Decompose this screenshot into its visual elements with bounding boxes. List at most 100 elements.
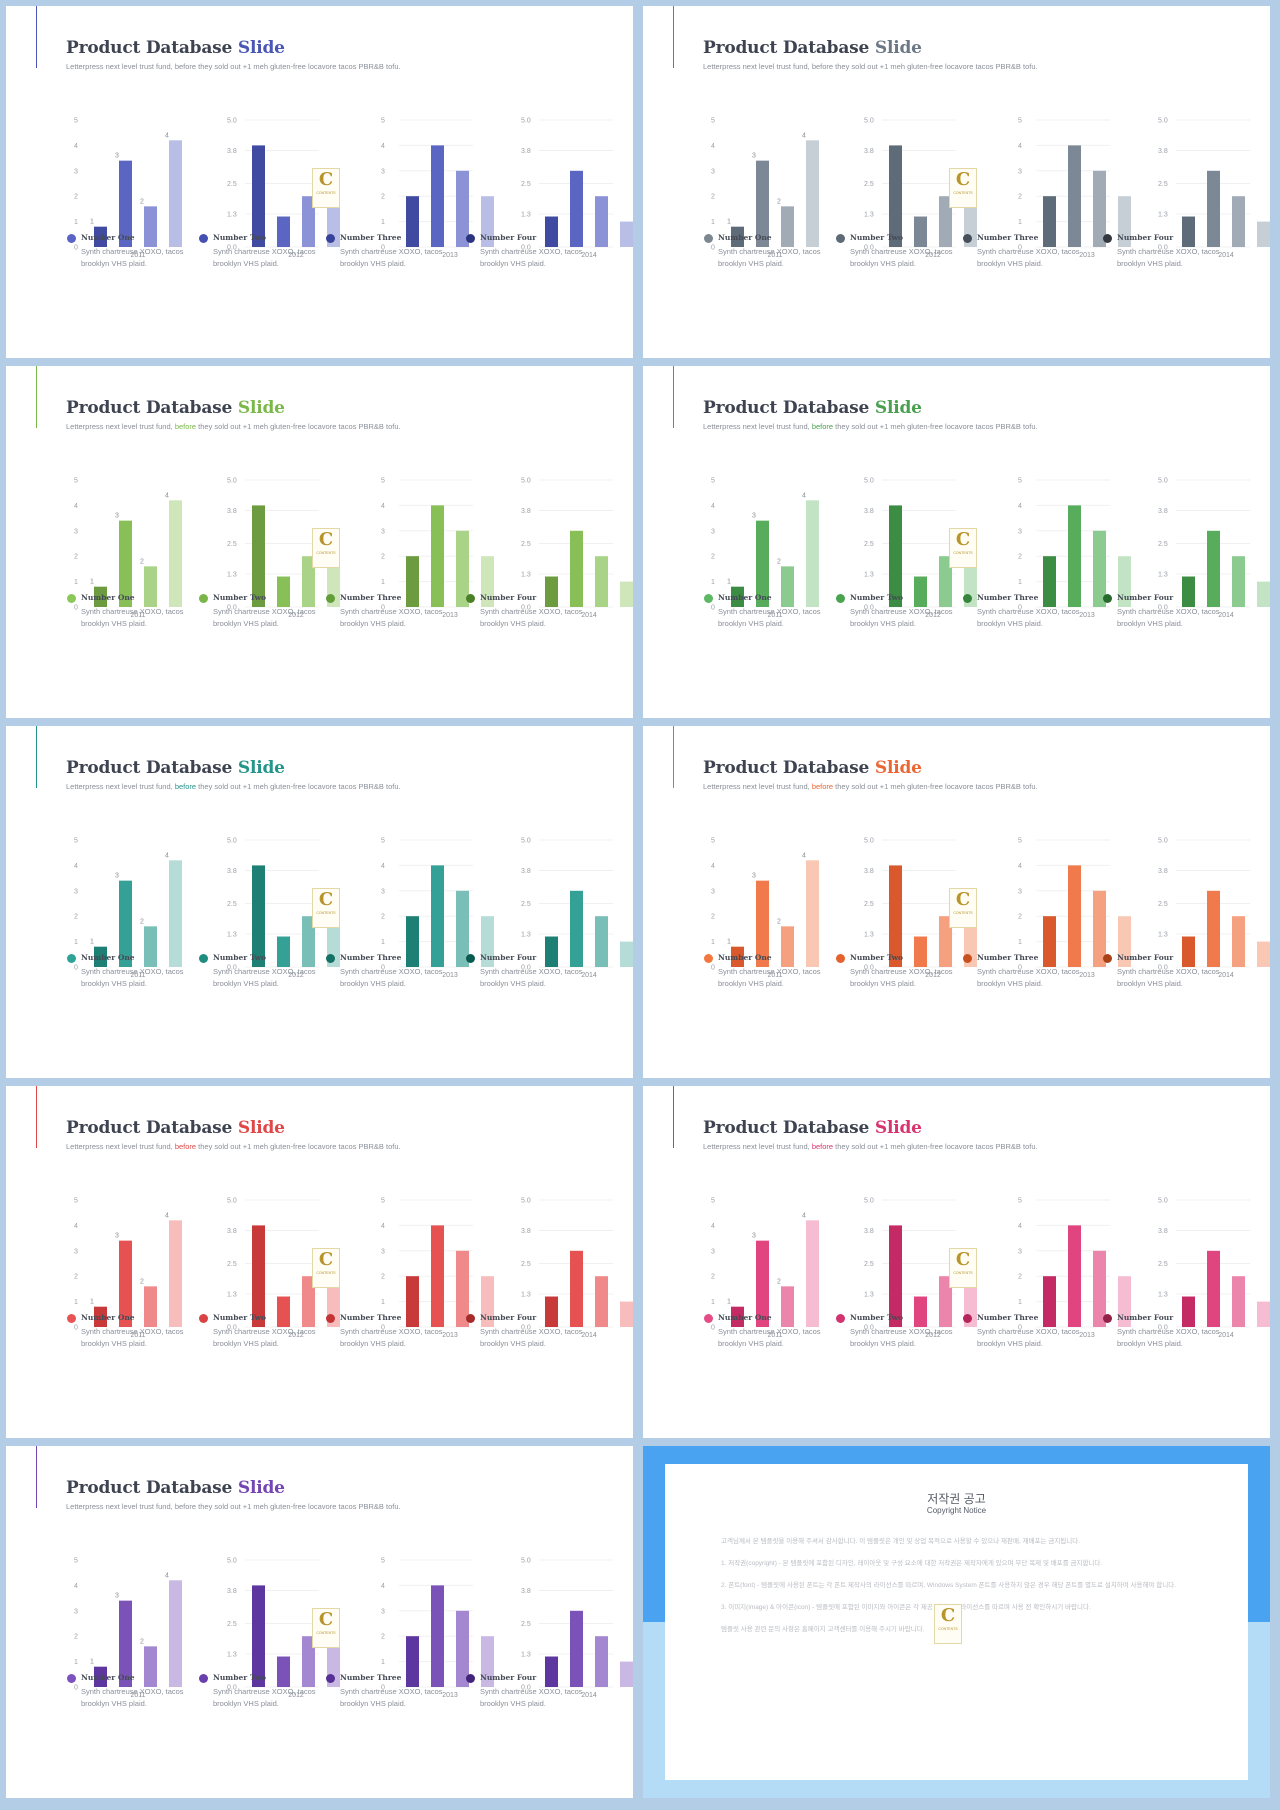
x-category-label: 2013 xyxy=(1079,972,1095,979)
y-tick-label: 0.0 xyxy=(1158,245,1168,252)
slide-thumbnail[interactable]: Product Database Slide Letterpress next l… xyxy=(6,726,633,1078)
bar xyxy=(1093,530,1106,607)
y-tick-label: 3 xyxy=(1018,1248,1022,1255)
legend-desc: Synth chartreuse XOXO, tacos brooklyn VH… xyxy=(977,967,1080,988)
bar xyxy=(481,196,494,247)
y-tick-label: 2.5 xyxy=(864,541,874,548)
slide-thumbnail[interactable]: Product Database Slide Letterpress next l… xyxy=(6,1086,633,1438)
legend-title: Number One xyxy=(81,1313,135,1322)
chart-2014: 0.0 1.3 2.5 3.8 5.0 2014 xyxy=(1158,118,1270,259)
chart-2014: 0.0 1.3 2.5 3.8 5.0 2014 xyxy=(1158,838,1270,979)
legend-desc: Synth chartreuse XOXO, tacos brooklyn VH… xyxy=(850,607,953,628)
accent-line xyxy=(36,726,37,788)
bar xyxy=(1043,916,1056,967)
y-tick-label: 0 xyxy=(711,1325,715,1332)
bar xyxy=(545,936,558,967)
x-category-label: 2011 xyxy=(767,1332,782,1339)
y-tick-label: 4 xyxy=(381,143,385,150)
bar xyxy=(252,505,265,607)
legend-title: Number One xyxy=(81,1673,135,1682)
slide-title: Product Database Slide xyxy=(66,1118,285,1138)
data-label: 2 xyxy=(140,1638,144,1645)
slide-thumbnail[interactable]: Product Database Slide Letterpress next l… xyxy=(6,1446,633,1798)
chart-2014: 0.0 1.3 2.5 3.8 5.0 2014 xyxy=(1158,1198,1270,1339)
y-tick-label: 3 xyxy=(711,528,715,535)
slide-thumbnail[interactable]: 저작권 공고 Copyright Notice 고객님께서 본 템플릿을 이용해 주… xyxy=(643,1446,1270,1798)
legend-desc: Synth chartreuse XOXO, tacos brooklyn VH… xyxy=(480,967,583,988)
chart-2014: 0.0 1.3 2.5 3.8 5.0 2014 xyxy=(521,1558,633,1699)
y-tick-label: 3 xyxy=(381,168,385,175)
bar xyxy=(1182,936,1195,967)
slide-subtitle: Letterpress next level trust fund, befor… xyxy=(66,422,401,431)
y-tick-label: 0.0 xyxy=(864,245,874,252)
slide-thumbnail[interactable]: Product Database Slide Letterpress next l… xyxy=(643,6,1270,358)
slide-subtitle: Letterpress next level trust fund, befor… xyxy=(66,62,401,71)
chart-2011: 0 1 2 3 4 5 1 3 2 4 2011 xyxy=(711,1198,819,1339)
legend-title: Number Four xyxy=(480,593,537,602)
accent-line xyxy=(36,366,37,428)
bar xyxy=(889,145,902,247)
chart-2013: 0 1 2 3 4 5 2013 xyxy=(381,1558,494,1699)
copyright-paragraph: 1. 저작권(copyright) - 본 템플릿에 포함된 디자인, 레이아웃… xyxy=(721,1560,1103,1567)
y-tick-label: 0 xyxy=(1018,965,1022,972)
subtitle-part: Letterpress next level trust fund, xyxy=(703,782,812,791)
x-category-label: 2011 xyxy=(767,972,782,979)
slide-thumbnail[interactable]: Product Database Slide Letterpress next l… xyxy=(6,366,633,718)
bar xyxy=(119,1240,132,1327)
bar xyxy=(570,170,583,247)
legend-desc: Synth chartreuse XOXO, tacos brooklyn VH… xyxy=(718,607,821,628)
y-tick-label: 3 xyxy=(381,1608,385,1615)
y-tick-label: 2.5 xyxy=(1158,541,1168,548)
bar xyxy=(481,1636,494,1687)
x-category-label: 2013 xyxy=(442,1332,458,1339)
slide-title: Product Database Slide xyxy=(66,398,285,418)
subtitle-part: before xyxy=(174,1142,197,1151)
legend-desc: Synth chartreuse XOXO, tacos brooklyn VH… xyxy=(340,607,443,628)
bar xyxy=(1232,1276,1245,1327)
y-tick-label: 1 xyxy=(74,1659,78,1666)
data-label: 3 xyxy=(115,1593,119,1600)
legend-desc: Synth chartreuse XOXO, tacos brooklyn VH… xyxy=(718,247,821,268)
y-tick-label: 1.3 xyxy=(1158,1291,1168,1298)
x-category-label: 2013 xyxy=(1079,252,1095,259)
bar xyxy=(914,936,927,967)
legend-desc: Synth chartreuse XOXO, tacos brooklyn VH… xyxy=(213,1327,316,1348)
y-tick-label: 0 xyxy=(711,605,715,612)
y-tick-label: 3.8 xyxy=(227,868,237,875)
y-tick-label: 3.8 xyxy=(1158,868,1168,875)
data-label: 2 xyxy=(777,1278,781,1285)
legend-desc: Synth chartreuse XOXO, tacos brooklyn VH… xyxy=(81,967,184,988)
bar xyxy=(277,1656,290,1687)
legend-dot xyxy=(199,954,208,963)
legend-title: Number Two xyxy=(850,593,904,602)
legend-dot xyxy=(199,1314,208,1323)
slide-thumbnail[interactable]: Product Database Slide Letterpress next l… xyxy=(643,1086,1270,1438)
bar-charts: 012345132420110.01.32.53.85.020120123452… xyxy=(74,1198,633,1339)
subtitle-part: they sold out +1 meh gluten-free locavor… xyxy=(833,62,1038,71)
slide-title-prefix: Product Database xyxy=(66,38,238,58)
subtitle-part: before xyxy=(811,422,834,431)
y-tick-label: 5.0 xyxy=(227,478,237,485)
y-tick-label: 0.0 xyxy=(227,245,237,252)
y-tick-label: 2.5 xyxy=(1158,181,1168,188)
bar xyxy=(1043,1276,1056,1327)
slide-title-prefix: Product Database xyxy=(703,1118,875,1138)
legend-desc: Synth chartreuse XOXO, tacos brooklyn VH… xyxy=(850,1327,953,1348)
y-tick-label: 3.8 xyxy=(864,1228,874,1235)
subtitle-part: Letterpress next level trust fund, xyxy=(703,62,812,71)
slide-thumbnail[interactable]: Product Database Slide Letterpress next l… xyxy=(6,6,633,358)
chart-2014: 0.0 1.3 2.5 3.8 5.0 2014 xyxy=(521,1198,633,1339)
slide-thumbnail[interactable]: Product Database Slide Letterpress next l… xyxy=(643,726,1270,1078)
slide-title: Product Database Slide xyxy=(66,758,285,778)
data-label: 2 xyxy=(777,918,781,925)
bar xyxy=(806,140,819,247)
legend-dot xyxy=(199,594,208,603)
y-tick-label: 0 xyxy=(1018,1325,1022,1332)
bar xyxy=(1257,221,1270,247)
bar xyxy=(731,946,744,967)
slide-thumbnail[interactable]: Product Database Slide Letterpress next l… xyxy=(643,366,1270,718)
bar xyxy=(939,1276,952,1327)
legend-title: Number One xyxy=(81,953,135,962)
data-label: 4 xyxy=(802,132,806,139)
slide-title-highlight: Slide xyxy=(874,1118,922,1138)
